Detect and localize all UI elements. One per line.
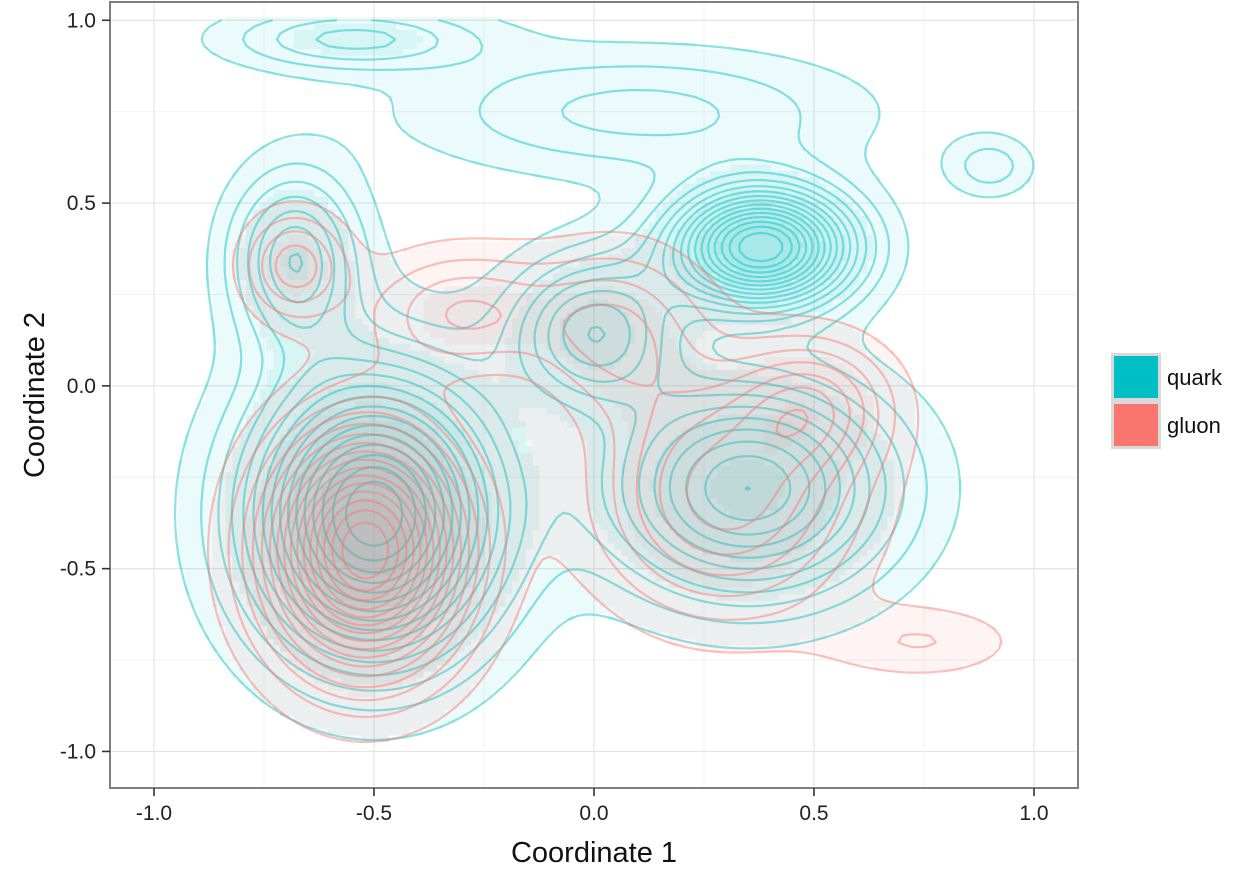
contour-gluon: [341, 521, 390, 580]
contour-quark: [270, 194, 838, 632]
contour-gluon: [289, 458, 441, 643]
contour-quark: [242, 179, 871, 664]
legend-swatch-gluon: [1114, 404, 1158, 446]
density-band-gluon: [246, 235, 874, 697]
contour-quark: [295, 207, 820, 604]
y-tick-label: 0.0: [67, 375, 96, 398]
contour-quark: [331, 225, 793, 562]
x-tick-label: 1.0: [1019, 802, 1048, 825]
density-band-gluon: [300, 466, 431, 633]
contour-quark: [344, 231, 784, 547]
grid: [110, 2, 1078, 788]
density-band-quark: [177, 17, 1031, 742]
contour-quark: [321, 220, 801, 574]
contour-gluon: [331, 509, 400, 592]
y-tick-label: 1.0: [67, 9, 96, 32]
density-gluon: [206, 200, 1004, 744]
contour-quark: [287, 203, 826, 613]
y-tick-label: -1.0: [60, 740, 96, 763]
x-tick-label: 0.0: [579, 802, 608, 825]
x-tick-label: 0.5: [799, 802, 828, 825]
contour-gluon: [309, 482, 422, 619]
contour-gluon: [206, 200, 1003, 744]
contour-quark: [174, 19, 1035, 742]
density-band-gluon: [321, 498, 410, 608]
density-contours: [174, 17, 1035, 744]
legend: quark gluon: [1111, 353, 1223, 449]
contour-gluon: [283, 450, 448, 651]
legend-label-gluon: gluon: [1167, 413, 1221, 438]
x-axis-title: Coordinate 1: [511, 837, 677, 869]
contour-quark: [303, 211, 814, 594]
contour-quark: [278, 199, 832, 622]
y-tick-label: -0.5: [60, 558, 96, 581]
y-axis-title: Coordinate 2: [19, 312, 51, 478]
contour-quark: [230, 29, 887, 677]
density-quark: [174, 17, 1035, 742]
contour-gluon: [227, 216, 937, 718]
contour-quark: [261, 190, 845, 642]
contour-quark: [200, 19, 1014, 712]
contour-gluon: [296, 466, 435, 635]
contour-gluon: [323, 499, 408, 602]
contour-gluon: [268, 386, 835, 668]
contour-quark: [252, 185, 856, 652]
density-band-gluon: [212, 203, 1004, 742]
contour-gluon: [302, 474, 428, 627]
legend-swatch-quark: [1114, 356, 1158, 398]
contour-gluon: [241, 230, 880, 702]
density-band-quark: [321, 222, 806, 576]
density-band-quark: [287, 203, 826, 608]
contour-gluon: [315, 490, 415, 611]
density-band-gluon: [273, 401, 820, 659]
contour-gluon: [276, 408, 809, 659]
legend-label-quark: quark: [1167, 365, 1223, 390]
x-tick-label: -1.0: [136, 802, 172, 825]
contour-quark: [217, 19, 906, 692]
contour-quark: [312, 216, 808, 584]
density-band-quark: [225, 23, 895, 685]
density-band-quark: [259, 190, 847, 640]
axes: -1.0 -0.5 0.0 0.5 1.0 -1.0 -0.5 0.0 0.5 1.0: [60, 9, 1049, 825]
x-tick-label: -0.5: [356, 802, 392, 825]
contour-gluon: [260, 373, 851, 678]
contour-gluon: [251, 244, 865, 689]
y-tick-label: 0.5: [67, 192, 96, 215]
